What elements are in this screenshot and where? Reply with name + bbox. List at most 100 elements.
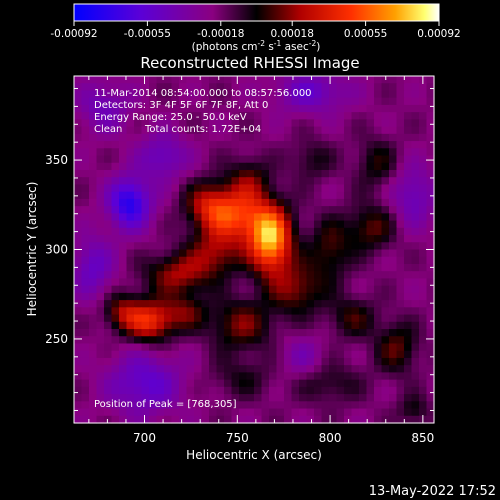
heatmap-cell bbox=[299, 357, 308, 366]
heatmap-cell bbox=[381, 285, 390, 294]
heatmap-cell bbox=[171, 90, 180, 99]
heatmap-cell bbox=[374, 119, 383, 128]
heatmap-cell bbox=[156, 141, 165, 149]
heatmap-cell bbox=[164, 162, 173, 171]
heatmap-cell bbox=[141, 126, 150, 135]
heatmap-cell bbox=[194, 336, 203, 345]
heatmap-cell bbox=[396, 350, 405, 359]
heatmap-cell bbox=[374, 285, 383, 294]
heatmap-cell bbox=[389, 83, 398, 92]
heatmap-cell bbox=[359, 401, 368, 410]
heatmap-cell bbox=[411, 314, 420, 323]
heatmap-cell bbox=[291, 104, 300, 113]
heatmap-cell bbox=[194, 386, 203, 395]
heatmap-cell bbox=[404, 263, 413, 272]
heatmap-cell bbox=[359, 184, 368, 193]
heatmap-cell bbox=[314, 336, 323, 345]
heatmap-cell bbox=[329, 256, 338, 265]
heatmap-cell bbox=[119, 133, 128, 142]
heatmap-cell bbox=[104, 97, 113, 106]
heatmap-cell bbox=[261, 213, 270, 222]
heatmap-cell bbox=[216, 394, 225, 402]
heatmap-cell bbox=[246, 191, 255, 200]
heatmap-cell bbox=[156, 76, 165, 84]
heatmap-cell bbox=[366, 133, 375, 142]
heatmap-cell bbox=[126, 213, 135, 222]
heatmap-cell bbox=[351, 249, 360, 258]
heatmap-cell bbox=[359, 148, 368, 157]
heatmap-cell bbox=[156, 300, 165, 308]
heatmap-cell bbox=[149, 76, 158, 84]
heatmap-cell bbox=[284, 191, 293, 200]
heatmap-cell bbox=[149, 169, 158, 178]
heatmap-cell bbox=[344, 292, 353, 301]
heatmap-cell bbox=[171, 300, 180, 308]
heatmap-cell bbox=[291, 415, 300, 424]
heatmap-cell bbox=[126, 141, 135, 149]
heatmap-cell bbox=[104, 357, 113, 366]
heatmap-cell bbox=[359, 83, 368, 92]
heatmap-cell bbox=[374, 126, 383, 135]
heatmap-cell bbox=[426, 155, 435, 164]
heatmap-cell bbox=[366, 141, 375, 149]
heatmap-cell bbox=[74, 357, 83, 366]
heatmap-cell bbox=[351, 415, 360, 424]
heatmap-cell bbox=[111, 169, 120, 178]
heatmap-cell bbox=[306, 235, 315, 243]
heatmap-cell bbox=[291, 271, 300, 280]
heatmap-cell bbox=[276, 249, 285, 258]
heatmap-cell bbox=[81, 227, 90, 236]
heatmap-cell bbox=[201, 336, 210, 345]
heatmap-cell bbox=[419, 235, 428, 243]
heatmap-cell bbox=[359, 350, 368, 359]
heatmap-cell bbox=[179, 394, 188, 402]
heatmap-cell bbox=[74, 112, 83, 120]
heatmap-cell bbox=[89, 329, 98, 337]
heatmap-cell bbox=[239, 314, 248, 323]
heatmap-cell bbox=[111, 278, 120, 287]
heatmap-cell bbox=[374, 343, 383, 352]
heatmap-cell bbox=[344, 401, 353, 410]
heatmap-cell bbox=[201, 184, 210, 193]
heatmap-cell bbox=[336, 133, 345, 142]
heatmap-cell bbox=[209, 401, 218, 410]
heatmap-cell bbox=[306, 83, 315, 92]
heatmap-cell bbox=[149, 249, 158, 258]
heatmap-cell bbox=[314, 104, 323, 113]
heatmap-cell bbox=[321, 90, 330, 99]
heatmap-cell bbox=[291, 141, 300, 149]
heatmap-cell bbox=[396, 386, 405, 395]
heatmap-cell bbox=[156, 307, 165, 316]
heatmap-cell bbox=[261, 263, 270, 272]
heatmap-cell bbox=[276, 379, 285, 388]
heatmap-cell bbox=[171, 401, 180, 410]
heatmap-cell bbox=[254, 263, 263, 272]
heatmap-cell bbox=[209, 321, 218, 330]
heatmap-cell bbox=[126, 177, 135, 186]
heatmap-cell bbox=[74, 184, 83, 193]
heatmap-cell bbox=[374, 401, 383, 410]
heatmap-cell bbox=[321, 76, 330, 84]
heatmap-cell bbox=[194, 249, 203, 258]
colorbar-unit-label: (photons cm-2 s-1 asec-2) bbox=[192, 39, 321, 53]
heatmap-cell bbox=[359, 119, 368, 128]
heatmap-cell bbox=[261, 112, 270, 120]
heatmap-cell bbox=[314, 177, 323, 186]
heatmap-cell bbox=[404, 169, 413, 178]
heatmap-cell bbox=[246, 162, 255, 171]
heatmap-cell bbox=[336, 415, 345, 424]
heatmap-cell bbox=[216, 401, 225, 410]
heatmap-cell bbox=[299, 169, 308, 178]
heatmap-cell bbox=[209, 379, 218, 388]
heatmap-cell bbox=[351, 191, 360, 200]
heatmap-cell bbox=[314, 112, 323, 120]
heatmap-cell bbox=[389, 278, 398, 287]
heatmap-cell bbox=[201, 220, 210, 229]
heatmap-cell bbox=[389, 372, 398, 381]
heatmap-cell bbox=[374, 329, 383, 337]
heatmap-cell bbox=[179, 256, 188, 265]
heatmap-cell bbox=[111, 227, 120, 236]
heatmap-cell bbox=[276, 336, 285, 345]
heatmap-cell bbox=[231, 394, 240, 402]
